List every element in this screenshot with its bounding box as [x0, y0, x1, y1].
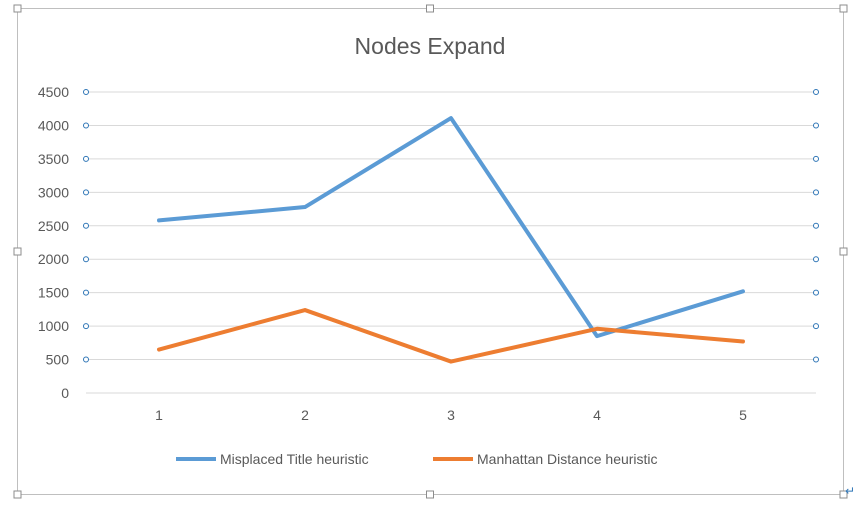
gridline-marker[interactable] [813, 323, 819, 330]
gridline-marker[interactable] [813, 155, 819, 162]
x-axis: 1 2 3 4 5 [155, 407, 747, 423]
gridline-marker[interactable] [813, 89, 819, 95]
gridline-marker[interactable] [83, 323, 89, 330]
resize-handle[interactable] [839, 4, 848, 13]
x-tick-label: 2 [301, 407, 309, 423]
resize-handle[interactable] [426, 490, 434, 499]
series-line-2[interactable] [157, 308, 745, 364]
series-lines [157, 116, 745, 364]
gridlines [86, 91, 816, 394]
x-tick-label: 5 [739, 407, 747, 423]
gridline-marker[interactable] [83, 155, 89, 162]
y-tick-label: 0 [61, 385, 69, 401]
y-tick-label: 3000 [38, 184, 69, 200]
resize-handle[interactable] [13, 4, 22, 13]
resize-handle[interactable] [426, 4, 434, 13]
series-line-1[interactable] [157, 116, 745, 339]
x-tick-label: 3 [447, 407, 455, 423]
y-tick-label: 4500 [38, 84, 69, 100]
gridline-marker[interactable] [813, 256, 819, 263]
gridline-marker[interactable] [813, 189, 819, 196]
gridline-marker[interactable] [83, 122, 89, 129]
y-tick-label: 3500 [38, 151, 69, 167]
chart-title: Nodes Expand [355, 33, 506, 59]
x-tick-label: 1 [155, 407, 163, 423]
y-tick-label: 1500 [38, 285, 69, 301]
y-tick-label: 1000 [38, 318, 69, 334]
gridline-marker[interactable] [83, 189, 89, 196]
gridline-marker[interactable] [813, 222, 819, 229]
gridline-marker[interactable] [83, 256, 89, 263]
gridline-marker[interactable] [83, 222, 89, 229]
resize-handle[interactable] [839, 490, 848, 499]
chart-frame[interactable] [17, 8, 844, 495]
y-tick-label: 2500 [38, 218, 69, 234]
y-axis: 0 500 1000 1500 2000 2500 3000 3500 4000 4500 [38, 84, 69, 401]
resize-handle[interactable] [13, 247, 22, 256]
return-arrow-icon: ↵ [845, 484, 855, 498]
resize-handle[interactable] [13, 490, 22, 499]
gridline-marker[interactable] [83, 289, 89, 296]
selection-handles[interactable] [13, 4, 848, 499]
gridline-marker[interactable] [813, 289, 819, 296]
x-tick-label: 4 [593, 407, 601, 423]
y-tick-label: 2000 [38, 251, 69, 267]
legend: Misplaced Title heuristic Manhattan Dista… [176, 451, 658, 467]
gridline-marker[interactable] [83, 89, 89, 95]
gridline-marker[interactable] [813, 356, 819, 363]
gridline-marker[interactable] [83, 356, 89, 363]
gridline-markers [83, 89, 819, 363]
y-tick-label: 500 [46, 352, 70, 368]
y-tick-label: 4000 [38, 117, 69, 133]
gridline-marker[interactable] [813, 122, 819, 129]
legend-label: Manhattan Distance heuristic [477, 451, 658, 467]
legend-label: Misplaced Title heuristic [220, 451, 369, 467]
resize-handle[interactable] [839, 247, 848, 256]
